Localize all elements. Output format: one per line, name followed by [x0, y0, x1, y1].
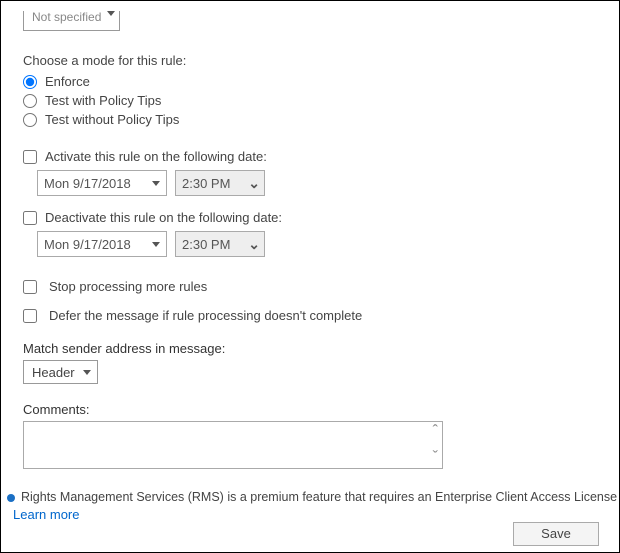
deactivate-time-value: 2:30 PM [182, 237, 230, 252]
comments-textarea[interactable]: ˆ ˇ [23, 421, 443, 469]
activate-time-dropdown[interactable]: 2:30 PM ⌄ [175, 170, 265, 196]
mode-label-enforce: Enforce [45, 74, 90, 89]
priority-dropdown[interactable]: Not specified [23, 11, 120, 31]
deactivate-checkbox[interactable] [23, 211, 37, 225]
mode-label-test-without-tips: Test without Policy Tips [45, 112, 179, 127]
stop-processing-label: Stop processing more rules [49, 279, 207, 294]
learn-more-link[interactable]: Learn more [13, 507, 79, 522]
activate-date-dropdown[interactable]: Mon 9/17/2018 [37, 170, 167, 196]
stop-processing-checkbox[interactable] [23, 280, 37, 294]
activate-date-value: Mon 9/17/2018 [44, 176, 131, 191]
scrollbar[interactable]: ˆ ˇ [433, 424, 438, 466]
activate-time-value: 2:30 PM [182, 176, 230, 191]
caret-down-icon [152, 242, 160, 247]
comments-label: Comments: [23, 402, 597, 417]
match-sender-dropdown[interactable]: Header [23, 360, 98, 384]
mode-radio-test-with-tips[interactable] [23, 94, 37, 108]
defer-message-checkbox[interactable] [23, 309, 37, 323]
caret-down-icon [107, 11, 115, 16]
mode-section-label: Choose a mode for this rule: [23, 53, 597, 68]
deactivate-label: Deactivate this rule on the following da… [45, 210, 282, 225]
defer-message-label: Defer the message if rule processing doe… [49, 308, 362, 323]
rms-notice-text: Rights Management Services (RMS) is a pr… [21, 490, 619, 504]
mode-radio-enforce[interactable] [23, 75, 37, 89]
activate-checkbox[interactable] [23, 150, 37, 164]
chevron-down-icon: ⌄ [248, 236, 260, 253]
mode-radio-test-without-tips[interactable] [23, 113, 37, 127]
deactivate-date-value: Mon 9/17/2018 [44, 237, 131, 252]
activate-label: Activate this rule on the following date… [45, 149, 267, 164]
caret-down-icon [83, 370, 91, 375]
caret-down-icon [152, 181, 160, 186]
save-button[interactable]: Save [513, 522, 599, 546]
match-sender-label: Match sender address in message: [23, 341, 597, 356]
scroll-down-icon[interactable]: ˇ [433, 450, 438, 466]
scroll-up-icon[interactable]: ˆ [433, 424, 438, 440]
chevron-down-icon: ⌄ [248, 175, 260, 192]
deactivate-date-dropdown[interactable]: Mon 9/17/2018 [37, 231, 167, 257]
mode-label-test-with-tips: Test with Policy Tips [45, 93, 161, 108]
priority-dropdown-value: Not specified [32, 11, 101, 23]
match-sender-value: Header [32, 365, 75, 380]
info-icon [7, 494, 15, 502]
deactivate-time-dropdown[interactable]: 2:30 PM ⌄ [175, 231, 265, 257]
